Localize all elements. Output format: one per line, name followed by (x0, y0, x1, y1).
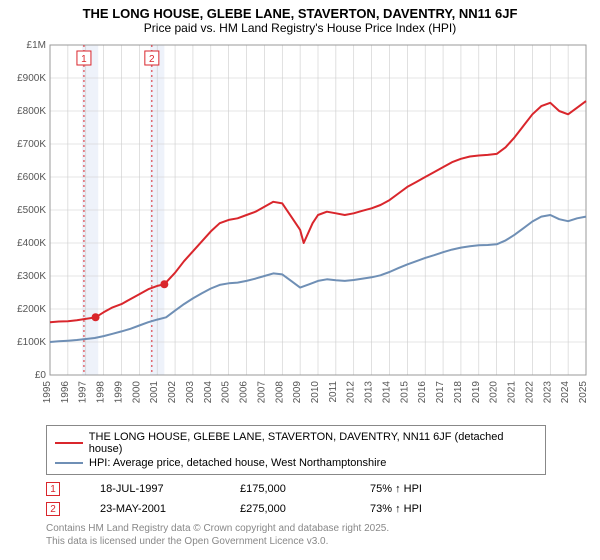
svg-text:2018: 2018 (453, 381, 464, 404)
svg-text:£800K: £800K (17, 106, 46, 117)
svg-text:£1M: £1M (27, 40, 46, 51)
chart-title-line2: Price paid vs. HM Land Registry's House … (8, 21, 592, 35)
svg-text:1997: 1997 (78, 381, 89, 404)
line-chart-svg: £0 £100K £200K £300K £400K £500K £600K £700K £80… (8, 39, 592, 419)
svg-text:2010: 2010 (310, 381, 321, 404)
sale-marker-1: 1 (46, 482, 60, 496)
legend-swatch-1 (55, 442, 83, 444)
svg-text:2: 2 (149, 54, 155, 65)
svg-text:£400K: £400K (17, 238, 46, 249)
sale-marker-2: 2 (46, 502, 60, 516)
svg-text:2023: 2023 (542, 381, 553, 404)
legend-row-series2: HPI: Average price, detached house, West… (55, 456, 537, 470)
footer-attribution: Contains HM Land Registry data © Crown c… (46, 523, 592, 548)
svg-text:2016: 2016 (417, 381, 428, 404)
svg-text:2025: 2025 (578, 381, 589, 404)
svg-text:1: 1 (81, 54, 87, 65)
svg-text:1999: 1999 (113, 381, 124, 404)
svg-text:2006: 2006 (239, 381, 250, 404)
svg-text:£500K: £500K (17, 205, 46, 216)
svg-text:1996: 1996 (60, 381, 71, 404)
svg-text:£0: £0 (35, 370, 47, 381)
svg-text:2019: 2019 (471, 381, 482, 404)
svg-text:2000: 2000 (131, 381, 142, 404)
svg-text:2013: 2013 (364, 381, 375, 404)
chart-title-line1: THE LONG HOUSE, GLEBE LANE, STAVERTON, D… (8, 6, 592, 21)
svg-text:2005: 2005 (221, 381, 232, 404)
svg-text:2022: 2022 (524, 381, 535, 404)
svg-text:2012: 2012 (346, 381, 357, 404)
sale-date-1: 18-JUL-1997 (100, 483, 200, 495)
svg-text:1995: 1995 (42, 381, 53, 404)
sales-table: 1 18-JUL-1997 £175,000 75% ↑ HPI 2 23-MA… (46, 479, 592, 519)
svg-text:2021: 2021 (507, 381, 518, 404)
sale-date-2: 23-MAY-2001 (100, 503, 200, 515)
svg-text:2014: 2014 (381, 381, 392, 404)
svg-text:2009: 2009 (292, 381, 303, 404)
svg-text:2011: 2011 (328, 381, 339, 403)
svg-text:2024: 2024 (560, 381, 571, 404)
legend-label-2: HPI: Average price, detached house, West… (89, 457, 386, 469)
sales-row-2: 2 23-MAY-2001 £275,000 73% ↑ HPI (46, 499, 592, 519)
chart-plot-area: £0 £100K £200K £300K £400K £500K £600K £700K £80… (8, 39, 592, 419)
sale-price-2: £275,000 (240, 503, 330, 515)
svg-text:£200K: £200K (17, 304, 46, 315)
sale-pct-2: 73% ↑ HPI (370, 503, 460, 515)
sale-pct-1: 75% ↑ HPI (370, 483, 460, 495)
legend-label-1: THE LONG HOUSE, GLEBE LANE, STAVERTON, D… (89, 431, 537, 455)
svg-text:2003: 2003 (185, 381, 196, 404)
svg-text:£300K: £300K (17, 271, 46, 282)
svg-text:£700K: £700K (17, 139, 46, 150)
svg-text:1998: 1998 (96, 381, 107, 404)
svg-text:£600K: £600K (17, 172, 46, 183)
svg-text:2017: 2017 (435, 381, 446, 404)
svg-text:2001: 2001 (149, 381, 160, 404)
sales-row-1: 1 18-JUL-1997 £175,000 75% ↑ HPI (46, 479, 592, 499)
legend-swatch-2 (55, 462, 83, 464)
footer-line1: Contains HM Land Registry data © Crown c… (46, 523, 592, 536)
svg-text:2002: 2002 (167, 381, 178, 404)
sale-price-1: £175,000 (240, 483, 330, 495)
legend-row-series1: THE LONG HOUSE, GLEBE LANE, STAVERTON, D… (55, 430, 537, 456)
svg-text:£900K: £900K (17, 73, 46, 84)
svg-text:2004: 2004 (203, 381, 214, 404)
legend-box: THE LONG HOUSE, GLEBE LANE, STAVERTON, D… (46, 425, 546, 475)
footer-line2: This data is licensed under the Open Gov… (46, 536, 592, 549)
svg-text:2008: 2008 (274, 381, 285, 404)
svg-text:2015: 2015 (399, 381, 410, 404)
svg-text:2007: 2007 (256, 381, 267, 404)
chart-container: THE LONG HOUSE, GLEBE LANE, STAVERTON, D… (0, 0, 600, 560)
svg-text:2020: 2020 (489, 381, 500, 404)
svg-text:£100K: £100K (17, 337, 46, 348)
